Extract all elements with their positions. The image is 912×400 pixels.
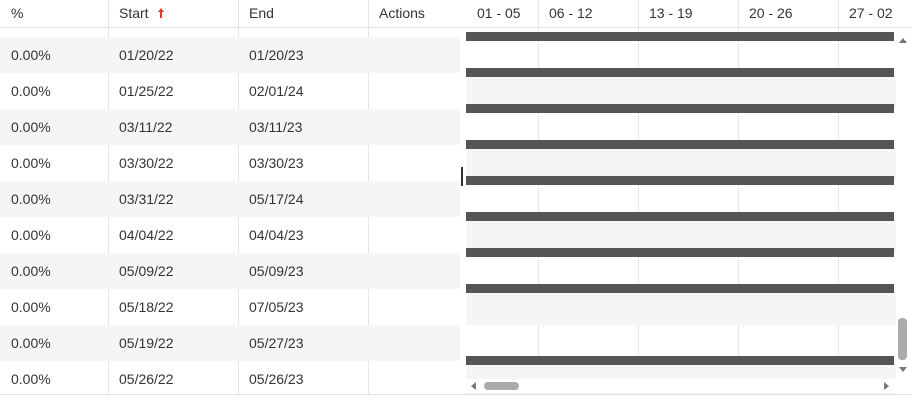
task-bar[interactable] [466, 104, 894, 113]
timeline-header: 27 - 02 [849, 5, 893, 21]
gantt-stripe [466, 145, 896, 181]
percent-cell: 0.00% [11, 155, 51, 171]
row-stripe [0, 37, 460, 73]
end-cell: 03/11/23 [249, 119, 303, 135]
end-cell: 04/04/23 [249, 227, 304, 243]
task-bar[interactable] [466, 212, 894, 221]
scroll-down[interactable] [899, 367, 907, 372]
task-bar[interactable] [466, 356, 894, 365]
bottom-border [0, 394, 912, 395]
percent-cell: 0.00% [11, 227, 51, 243]
task-bar[interactable] [466, 140, 894, 149]
task-bar[interactable] [466, 32, 894, 41]
task-bar[interactable] [466, 248, 894, 257]
end-cell: 03/30/23 [249, 155, 304, 171]
timeline-header: 06 - 12 [549, 5, 593, 21]
timeline-divider [638, 0, 639, 394]
percent-cell: 0.00% [11, 47, 51, 63]
percent-cell: 0.00% [11, 371, 51, 387]
start-cell: 05/26/22 [119, 371, 174, 387]
end-cell: 01/20/23 [249, 47, 304, 63]
row-stripe [0, 181, 460, 217]
column-header[interactable]: Actions [379, 5, 425, 21]
start-cell: 03/30/22 [119, 155, 174, 171]
start-cell: 03/31/22 [119, 191, 174, 207]
vertical-scrollbar [896, 28, 910, 380]
task-bar[interactable] [466, 176, 894, 185]
horizontal-thumb[interactable] [484, 382, 519, 390]
task-bar[interactable] [466, 68, 894, 77]
percent-cell: 0.00% [11, 83, 51, 99]
end-cell: 07/05/23 [249, 299, 304, 315]
percent-cell: 0.00% [11, 335, 51, 351]
percent-cell: 0.00% [11, 299, 51, 315]
column-header[interactable]: % [11, 5, 24, 21]
start-cell: 01/20/22 [119, 47, 174, 63]
end-cell: 05/27/23 [249, 335, 304, 351]
start-cell: 05/18/22 [119, 299, 174, 315]
gantt-stripe [466, 217, 896, 253]
end-cell: 02/01/24 [249, 83, 304, 99]
horizontal-scrollbar [466, 379, 896, 393]
row-stripe [0, 325, 460, 361]
row-stripe [0, 253, 460, 289]
scroll-right[interactable] [884, 382, 889, 390]
end-cell: 05/09/23 [249, 263, 304, 279]
timeline-header: 01 - 05 [477, 5, 521, 21]
column-header[interactable]: End [249, 5, 274, 21]
timeline-divider [738, 0, 739, 394]
timeline-header: 13 - 19 [649, 5, 693, 21]
end-cell: 05/17/24 [249, 191, 304, 207]
start-cell: 05/19/22 [119, 335, 174, 351]
vertical-scroll-icons [898, 38, 907, 372]
timeline-divider [838, 0, 839, 394]
start-cell: 05/09/22 [119, 263, 174, 279]
column-header[interactable]: Start [108, 0, 238, 27]
percent-cell: 0.00% [11, 119, 51, 135]
timeline-divider [538, 0, 539, 394]
scroll-up[interactable] [899, 38, 907, 43]
end-cell: 05/26/23 [249, 371, 304, 387]
gantt-stripe [466, 289, 896, 325]
percent-cell: 0.00% [11, 263, 51, 279]
vertical-thumb[interactable] [898, 318, 907, 360]
gantt-body [466, 28, 896, 394]
start-cell: 01/25/22 [119, 83, 174, 99]
percent-cell: 0.00% [11, 191, 51, 207]
scroll-left[interactable] [471, 382, 476, 390]
timeline-header: 20 - 26 [749, 5, 793, 21]
start-cell: 03/11/22 [119, 119, 173, 135]
start-cell: 04/04/22 [119, 227, 174, 243]
row-stripe [0, 109, 460, 145]
task-bar[interactable] [466, 284, 894, 293]
sort-ascending-icon [157, 8, 164, 18]
splitter-handle[interactable] [461, 167, 463, 186]
gantt-stripe [466, 73, 896, 109]
header-border [0, 27, 912, 28]
